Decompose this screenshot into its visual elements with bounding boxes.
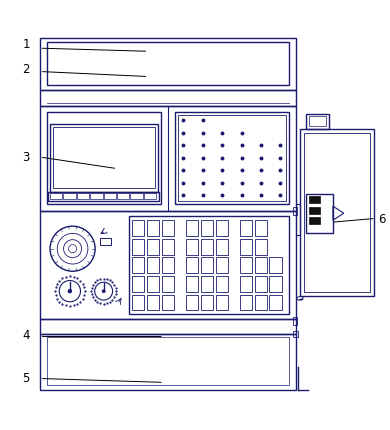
Bar [162, 276, 174, 292]
Bar [147, 295, 159, 311]
Bar [201, 276, 213, 292]
Bar [304, 134, 370, 292]
Circle shape [102, 289, 106, 293]
Bar [186, 295, 198, 311]
Bar [216, 239, 228, 255]
Bar [132, 276, 144, 292]
Bar [216, 295, 228, 311]
Bar [239, 276, 252, 292]
Bar [39, 91, 296, 107]
Circle shape [67, 289, 72, 294]
Bar [64, 194, 76, 200]
Bar [309, 207, 320, 214]
Bar [178, 116, 286, 201]
Bar [131, 194, 143, 200]
Bar [186, 221, 198, 237]
Bar [46, 338, 289, 386]
Bar [309, 197, 320, 204]
Bar [201, 295, 213, 311]
Bar [269, 276, 282, 292]
Bar [186, 276, 198, 292]
Text: 6: 6 [378, 212, 385, 225]
Bar [216, 276, 228, 292]
Bar [309, 217, 320, 224]
Bar [201, 258, 213, 273]
Bar [162, 239, 174, 255]
Bar [255, 258, 267, 273]
Bar [255, 276, 267, 292]
Bar [306, 194, 333, 233]
Bar [147, 276, 159, 292]
Bar [162, 258, 174, 273]
Bar [147, 239, 159, 255]
Bar [269, 295, 282, 311]
Bar [46, 43, 289, 86]
Bar [186, 258, 198, 273]
Bar [117, 194, 129, 200]
Bar [129, 216, 289, 314]
Bar [175, 113, 289, 204]
Bar [255, 295, 267, 311]
Bar [309, 117, 326, 126]
Bar [50, 124, 158, 193]
Bar [50, 194, 62, 200]
Bar [239, 239, 252, 255]
Bar [39, 39, 296, 91]
Bar [132, 221, 144, 237]
Bar [269, 258, 282, 273]
Bar [255, 239, 267, 255]
Bar [144, 194, 156, 200]
Bar [216, 258, 228, 273]
Text: 3: 3 [22, 150, 30, 163]
Bar [306, 115, 329, 130]
Text: 5: 5 [22, 372, 30, 384]
Bar [48, 193, 159, 201]
Bar [132, 239, 144, 255]
Text: 4: 4 [22, 329, 30, 342]
Bar [300, 130, 374, 296]
Bar [46, 113, 161, 204]
Bar [293, 207, 297, 215]
Text: 1: 1 [22, 38, 30, 51]
Bar [293, 318, 297, 326]
Bar [77, 194, 89, 200]
Bar [39, 319, 296, 335]
Bar [162, 221, 174, 237]
Bar [100, 239, 112, 246]
Bar [39, 335, 296, 390]
Bar [216, 221, 228, 237]
Bar [239, 258, 252, 273]
Bar [132, 258, 144, 273]
Bar [293, 331, 298, 338]
Bar [104, 194, 116, 200]
Bar [186, 239, 198, 255]
Bar [39, 107, 296, 211]
Bar [147, 221, 159, 237]
Bar [201, 221, 213, 237]
Bar [296, 205, 300, 236]
Text: 2: 2 [22, 63, 30, 76]
Bar [255, 221, 267, 237]
Bar [239, 221, 252, 237]
Bar [53, 127, 154, 189]
Bar [147, 258, 159, 273]
Bar [201, 239, 213, 255]
Bar [239, 295, 252, 311]
Bar [90, 194, 103, 200]
Bar [162, 295, 174, 311]
Bar [132, 295, 144, 311]
Bar [39, 211, 296, 319]
